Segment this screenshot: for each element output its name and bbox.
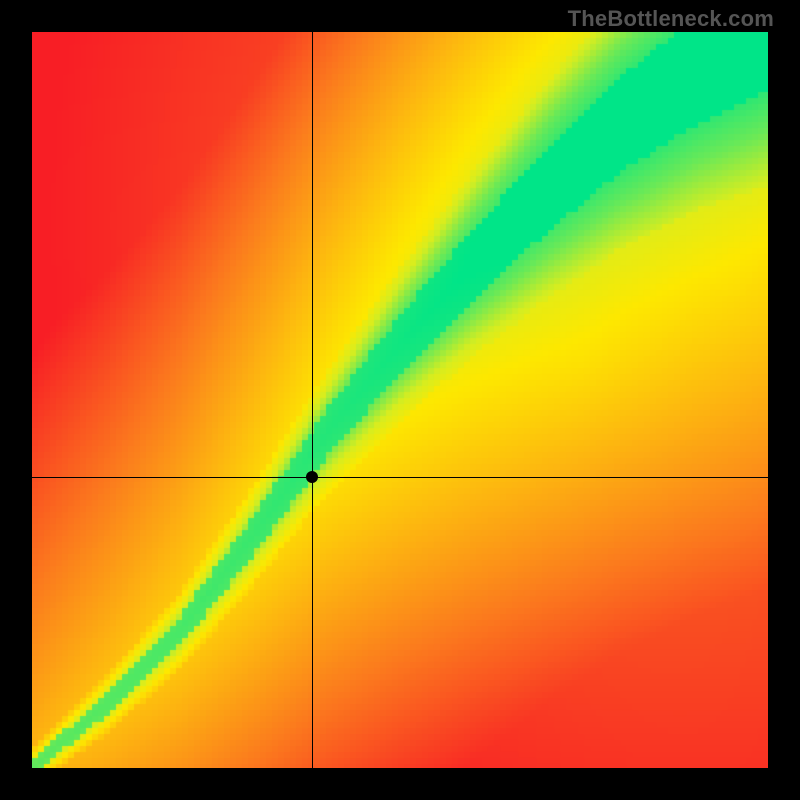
heatmap-plot — [32, 32, 768, 768]
crosshair-horizontal — [32, 477, 768, 478]
heatmap-canvas — [32, 32, 768, 768]
crosshair-vertical — [312, 32, 313, 768]
watermark-text: TheBottleneck.com — [568, 6, 774, 32]
selection-marker-dot — [306, 471, 318, 483]
